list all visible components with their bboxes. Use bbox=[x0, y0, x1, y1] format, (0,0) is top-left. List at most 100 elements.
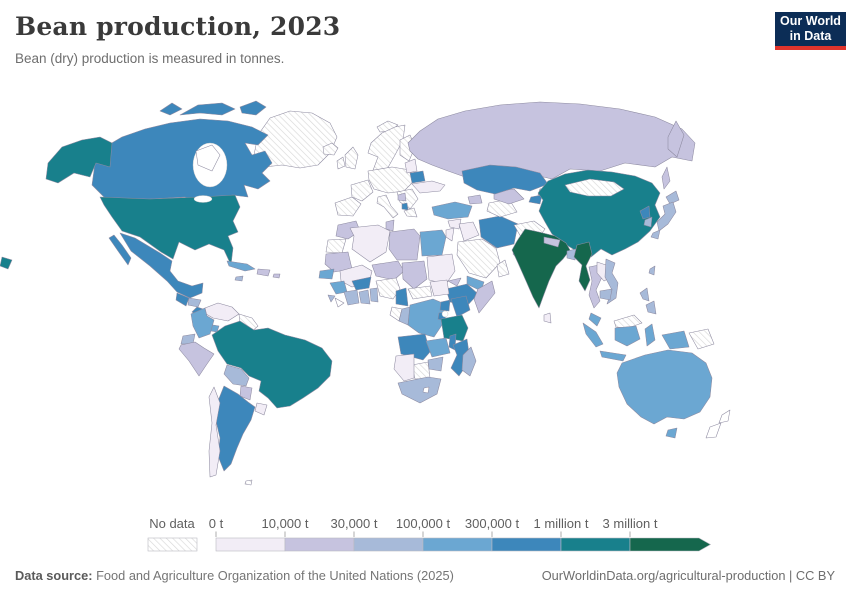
country-belarus[interactable] bbox=[410, 171, 425, 183]
country-sudan[interactable] bbox=[427, 254, 455, 284]
country-uruguay[interactable] bbox=[255, 403, 267, 415]
country-australia[interactable] bbox=[617, 350, 712, 424]
country-cuba[interactable] bbox=[227, 261, 255, 271]
country-indonesia-java[interactable] bbox=[600, 351, 626, 361]
country-ghana[interactable] bbox=[359, 290, 370, 304]
country-mexico-baja[interactable] bbox=[109, 235, 131, 265]
country-indonesia-sumatra[interactable] bbox=[583, 323, 603, 347]
country-caucasus[interactable] bbox=[468, 195, 482, 204]
country-angola[interactable] bbox=[398, 334, 430, 360]
country-south-korea[interactable] bbox=[644, 217, 652, 227]
country-taiwan[interactable] bbox=[649, 266, 655, 275]
country-iraq[interactable] bbox=[459, 222, 479, 241]
country-burkina-faso[interactable] bbox=[352, 277, 371, 290]
country-zimbabwe[interactable] bbox=[428, 357, 443, 371]
country-venezuela[interactable] bbox=[205, 303, 239, 321]
country-israel-jordan[interactable] bbox=[446, 228, 454, 241]
legend-bin-5[interactable] bbox=[560, 537, 631, 552]
country-italy[interactable] bbox=[377, 195, 398, 218]
country-france[interactable] bbox=[351, 180, 373, 201]
country-sri-lanka[interactable] bbox=[544, 313, 551, 323]
country-senegal[interactable] bbox=[319, 269, 334, 279]
country-libya[interactable] bbox=[389, 229, 420, 260]
country-central-europe[interactable] bbox=[368, 167, 413, 193]
country-madagascar[interactable] bbox=[462, 347, 476, 376]
legend-bin-6-arrow[interactable] bbox=[629, 537, 712, 552]
country-paraguay[interactable] bbox=[240, 386, 252, 400]
country-russia[interactable] bbox=[408, 102, 695, 183]
country-tajikistan[interactable] bbox=[529, 195, 542, 204]
country-canada-arctic-2[interactable] bbox=[240, 101, 266, 115]
country-uzbekistan[interactable] bbox=[494, 189, 524, 204]
country-greenland[interactable] bbox=[253, 111, 337, 168]
country-japan-kyushu[interactable] bbox=[651, 230, 660, 239]
legend-bin-2[interactable] bbox=[353, 537, 424, 552]
country-togo-benin[interactable] bbox=[370, 288, 378, 302]
country-turkey[interactable] bbox=[432, 202, 472, 219]
country-brazil[interactable] bbox=[212, 321, 332, 408]
country-usa[interactable] bbox=[100, 195, 240, 265]
country-usa-alaska[interactable] bbox=[46, 137, 112, 183]
country-peru[interactable] bbox=[179, 342, 214, 376]
country-nepal[interactable] bbox=[544, 237, 560, 247]
country-new-zealand-south[interactable] bbox=[706, 423, 721, 438]
country-cambodia[interactable] bbox=[600, 289, 612, 300]
country-russia-kamchatka[interactable] bbox=[668, 121, 684, 157]
country-kazakhstan[interactable] bbox=[462, 165, 548, 194]
country-malaysia[interactable] bbox=[589, 313, 601, 326]
country-ukraine[interactable] bbox=[412, 181, 445, 193]
country-china[interactable] bbox=[538, 170, 660, 257]
country-south-africa[interactable] bbox=[398, 377, 441, 403]
country-puerto-rico[interactable] bbox=[273, 274, 280, 278]
country-serbia[interactable] bbox=[398, 193, 406, 201]
country-algeria[interactable] bbox=[350, 225, 390, 262]
country-drc[interactable] bbox=[408, 299, 445, 337]
country-vietnam[interactable] bbox=[605, 259, 618, 304]
country-canada-arctic-1[interactable] bbox=[180, 103, 235, 115]
country-japan-hokkaido[interactable] bbox=[666, 191, 679, 204]
country-bangladesh[interactable] bbox=[567, 249, 576, 260]
country-ivory-coast[interactable] bbox=[344, 290, 359, 305]
footer-credit-link[interactable]: OurWorldinData.org/agricultural-producti… bbox=[541, 568, 835, 583]
country-niger[interactable] bbox=[372, 261, 404, 280]
country-canada[interactable] bbox=[92, 119, 272, 203]
country-iceland[interactable] bbox=[323, 143, 338, 155]
country-liberia[interactable] bbox=[335, 298, 344, 307]
country-mexico[interactable] bbox=[120, 233, 203, 298]
country-uk[interactable] bbox=[345, 147, 358, 169]
country-hispaniola[interactable] bbox=[257, 269, 270, 276]
country-philippines-mindanao[interactable] bbox=[646, 301, 656, 314]
country-western-sahara[interactable] bbox=[326, 239, 346, 253]
country-south-sudan[interactable] bbox=[430, 280, 449, 296]
island-baffin[interactable] bbox=[196, 145, 220, 171]
country-ireland[interactable] bbox=[337, 157, 345, 169]
country-central-african-republic[interactable] bbox=[408, 286, 432, 299]
legend-bin-0[interactable] bbox=[215, 537, 286, 552]
country-tunisia[interactable] bbox=[386, 220, 394, 231]
country-oman[interactable] bbox=[497, 260, 509, 277]
country-north-korea[interactable] bbox=[640, 206, 650, 219]
country-baltics[interactable] bbox=[405, 159, 417, 173]
country-namibia[interactable] bbox=[394, 354, 414, 381]
country-sierra-leone[interactable] bbox=[328, 295, 335, 302]
country-kenya[interactable] bbox=[451, 296, 470, 317]
country-tanzania[interactable] bbox=[441, 315, 468, 341]
country-india[interactable] bbox=[512, 229, 570, 308]
country-chile[interactable] bbox=[209, 387, 220, 477]
country-australia-tasmania[interactable] bbox=[666, 428, 677, 438]
country-botswana[interactable] bbox=[412, 362, 430, 379]
country-somalia[interactable] bbox=[474, 281, 495, 313]
country-argentina[interactable] bbox=[216, 386, 255, 471]
country-philippines-luzon[interactable] bbox=[640, 288, 649, 301]
country-greece[interactable] bbox=[404, 208, 417, 217]
country-egypt[interactable] bbox=[420, 230, 446, 256]
legend-bin-4[interactable] bbox=[491, 537, 562, 552]
country-saudi-arabia[interactable] bbox=[457, 239, 500, 278]
country-malaysia-borneo[interactable] bbox=[614, 315, 642, 328]
country-bolivia[interactable] bbox=[224, 365, 249, 386]
country-japan-honshu[interactable] bbox=[657, 202, 676, 231]
country-indonesia-sulawesi[interactable] bbox=[645, 324, 655, 346]
country-scandinavia[interactable] bbox=[368, 125, 405, 183]
country-falkland[interactable] bbox=[245, 480, 252, 485]
country-zambia[interactable] bbox=[426, 338, 450, 357]
